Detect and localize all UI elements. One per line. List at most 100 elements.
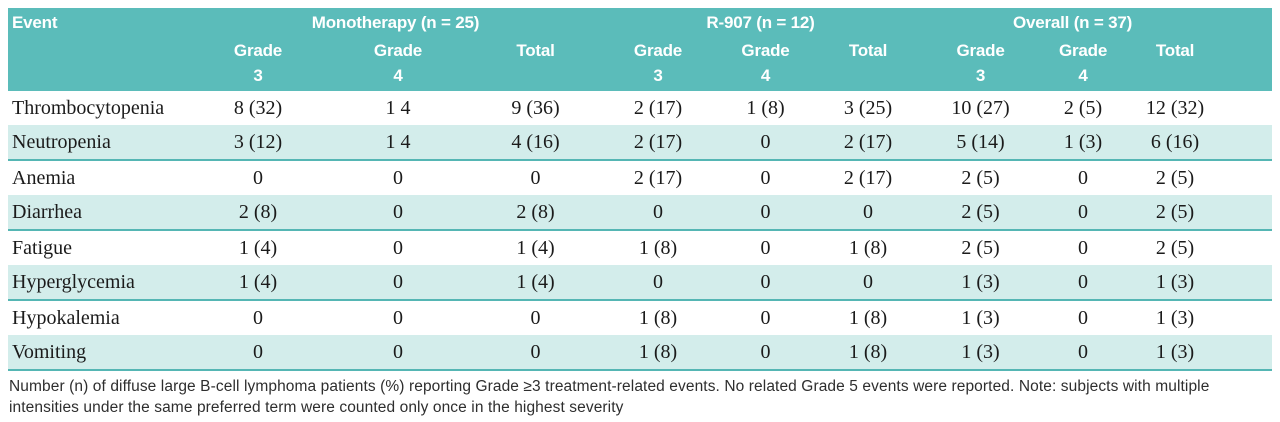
footnote-line-2: intensities under the same preferred ter… [9, 399, 624, 416]
value-cell: 1 (3) [1155, 306, 1195, 329]
table-row: Hypokalemia 0 0 0 1 (8) 0 1 (8) 1 (3) 0 1 (3) [8, 300, 1272, 335]
value-cell: 0 [1078, 166, 1089, 189]
value-cell: 1 (8) [746, 96, 785, 119]
event-cell: Hyperglycemia [8, 265, 193, 301]
event-cell: Fatigue [12, 236, 72, 259]
event-cell: Anemia [12, 166, 76, 189]
value-cell: 0 [393, 306, 403, 329]
footnote-line-1: Number (n) of diffuse large B-cell lymph… [9, 378, 1210, 395]
value-cell: 0 [760, 166, 771, 189]
value-cell: 2 (5) [961, 166, 1000, 189]
value-cell: 0 [393, 236, 403, 259]
sub-header-row: Grade 3 Grade 4 Total Grade 3 Grade 4 Total Grade 3… [8, 37, 1273, 91]
value-cell: 2 (5) [961, 236, 1000, 259]
value-cell: 2 (17) [633, 96, 683, 119]
value-cell: 0 [193, 335, 323, 371]
table-row: Hyperglycemia 1 (4) 0 1 (4) 0 0 0 1 (3) 0 1 (3) [8, 265, 1273, 301]
value-cell: 1 (4) [473, 265, 598, 301]
value-cell: 2 (8) [193, 195, 323, 231]
sub-column-header: Grade 4 [718, 37, 813, 91]
value-cell: 0 [253, 306, 263, 329]
value-cell: 0 [253, 166, 263, 189]
value-cell: 2 (17) [633, 166, 683, 189]
value-cell: 1 4 [385, 96, 411, 119]
value-cell: 1 (3) [1128, 265, 1273, 301]
value-cell: 0 [598, 195, 718, 231]
value-cell: 1 (8) [848, 306, 888, 329]
value-cell: 2 (5) [1155, 166, 1195, 189]
value-cell: 0 [530, 306, 541, 329]
value-cell: 2 (8) [473, 195, 598, 231]
value-cell: 12 (32) [1145, 96, 1205, 119]
value-cell: 2 (5) [1128, 195, 1273, 231]
value-cell: 3 (12) [193, 125, 323, 161]
sub-column-header: Total [813, 37, 924, 91]
value-cell: 4 (16) [473, 125, 598, 161]
event-cell: Thrombocytopenia [12, 96, 165, 119]
value-cell: 1 (3) [923, 335, 1039, 371]
sub-column-header: Grade 3 [193, 37, 323, 91]
table-footnote: Number (n) of diffuse large B-cell lymph… [9, 376, 1272, 418]
value-cell: 0 [323, 265, 473, 301]
sub-column-header: Total [1128, 37, 1273, 91]
group-header-r907: R-907 (n = 12) [598, 8, 924, 37]
value-cell: 0 [598, 265, 718, 301]
value-cell: 2 (5) [923, 195, 1039, 231]
value-cell: 2 (5) [1063, 96, 1103, 119]
table-header: Event Monotherapy (n = 25) R-907 (n = 12… [8, 8, 1273, 91]
value-cell: 0 [813, 195, 924, 231]
table-row: Diarrhea 2 (8) 0 2 (8) 0 0 0 2 (5) 0 2 (5) [8, 195, 1273, 231]
value-cell: 1 (4) [238, 236, 278, 259]
value-cell: 8 (32) [233, 96, 283, 119]
value-cell: 1 (3) [1038, 125, 1129, 161]
value-cell: 0 [718, 195, 813, 231]
value-cell: 1 (3) [961, 306, 1000, 329]
sub-column-header: Grade 4 [1038, 37, 1129, 91]
sub-column-header: Grade 4 [323, 37, 473, 91]
value-cell: 2 (17) [813, 125, 924, 161]
adverse-events-table: Event Monotherapy (n = 25) R-907 (n = 12… [8, 8, 1273, 371]
event-cell: Neutropenia [8, 125, 193, 161]
value-cell: 1 4 [323, 125, 473, 161]
table-row: Fatigue 1 (4) 0 1 (4) 1 (8) 0 1 (8) 2 (5) 0 2 (5) [8, 230, 1272, 265]
value-cell: 2 (17) [843, 166, 893, 189]
value-cell: 5 (14) [923, 125, 1039, 161]
value-cell: 1 (8) [638, 236, 678, 259]
value-cell: 0 [1038, 335, 1129, 371]
table-row: Vomiting 0 0 0 1 (8) 0 1 (8) 1 (3) 0 1 (3) [8, 335, 1273, 371]
value-cell: 1 (8) [638, 306, 678, 329]
value-cell: 6 (16) [1128, 125, 1273, 161]
value-cell: 0 [1038, 265, 1129, 301]
value-cell: 0 [1078, 306, 1089, 329]
value-cell: 2 (17) [598, 125, 718, 161]
value-cell: 9 (36) [511, 96, 560, 119]
value-cell: 0 [1078, 236, 1089, 259]
event-cell: Hypokalemia [12, 306, 120, 329]
value-cell: 0 [718, 125, 813, 161]
group-header-row: Event Monotherapy (n = 25) R-907 (n = 12… [8, 8, 1273, 91]
group-header-monotherapy: Monotherapy (n = 25) [193, 8, 598, 37]
value-cell: 0 [718, 335, 813, 371]
value-cell: 1 (8) [848, 236, 888, 259]
group-header-overall: Overall (n = 37) [923, 8, 1273, 37]
sub-column-header: Grade 3 [923, 37, 1039, 91]
table-row: Anemia 0 0 0 2 (17) 0 2 (17) 2 (5) 0 2 (5) [8, 160, 1272, 195]
value-cell: 2 (5) [1155, 236, 1195, 259]
value-cell: 1 (3) [923, 265, 1039, 301]
value-cell: 1 (8) [598, 335, 718, 371]
value-cell: 0 [473, 335, 598, 371]
value-cell: 0 [323, 335, 473, 371]
value-cell: 0 [813, 265, 924, 301]
value-cell: 0 [760, 306, 771, 329]
value-cell: 1 (3) [1128, 335, 1273, 371]
value-cell: 1 (4) [516, 236, 555, 259]
value-cell: 0 [1038, 195, 1129, 231]
sub-column-header: Total [473, 37, 598, 91]
value-cell: 1 (8) [813, 335, 924, 371]
value-cell: 10 (27) [951, 96, 1010, 119]
event-cell: Vomiting [8, 335, 193, 371]
table-body: Thrombocytopenia 8 (32) 1 4 9 (36) 2 (17) 1 (… [8, 91, 1273, 371]
value-cell: 0 [530, 166, 541, 189]
table-row: Thrombocytopenia 8 (32) 1 4 9 (36) 2 (17) 1 (… [8, 91, 1272, 125]
